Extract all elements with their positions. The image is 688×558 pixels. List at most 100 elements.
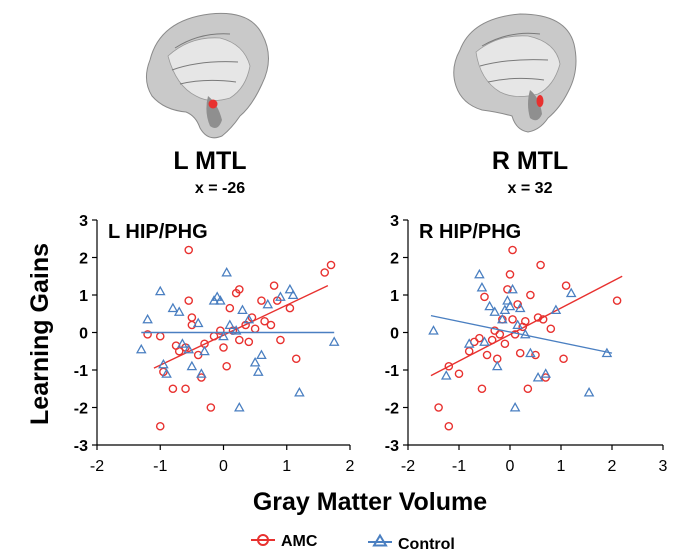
amc-point <box>184 296 194 305</box>
y-tick-label: 2 <box>390 251 399 268</box>
x-tick-label: 2 <box>608 458 617 475</box>
control-point <box>230 325 242 335</box>
x-tick-label: 2 <box>346 458 355 475</box>
control-point <box>252 366 264 376</box>
control-point <box>196 368 207 378</box>
left-brain-image <box>146 12 269 139</box>
amc-point <box>505 270 515 279</box>
y-tick-label: -3 <box>385 438 399 455</box>
control-point <box>583 386 595 397</box>
left-brain-title: L MTL <box>173 147 246 175</box>
amc-point <box>184 245 194 255</box>
amc-point <box>269 281 279 290</box>
amc-point <box>168 384 178 394</box>
control-point <box>507 283 518 294</box>
amc-point <box>477 384 487 394</box>
right-brain-title: R MTL <box>492 147 568 175</box>
amc-point <box>206 403 216 412</box>
amc-point <box>222 361 231 371</box>
right-brain-image <box>453 13 577 133</box>
x-tick-label: -1 <box>452 458 466 475</box>
control-point <box>512 319 523 330</box>
control-point <box>154 285 166 296</box>
amc-point <box>219 343 228 352</box>
amc-point <box>434 403 443 412</box>
y-tick-label: 1 <box>79 288 88 305</box>
amc-point <box>285 303 295 313</box>
amc-point <box>250 324 260 334</box>
amc-point <box>235 285 244 294</box>
legend-item-amc: AMC <box>251 533 318 550</box>
amc-point <box>515 348 525 358</box>
amc-point <box>187 313 197 322</box>
legend-item-control: Control <box>368 533 455 553</box>
amc-point <box>326 260 336 270</box>
amc-point <box>266 320 276 330</box>
control-point <box>243 313 255 324</box>
amc-fit-line <box>430 275 623 377</box>
amc-point <box>444 421 454 431</box>
amc-point <box>508 315 517 324</box>
left-mtl-highlight <box>208 99 218 109</box>
x-tick-label: 1 <box>282 458 291 475</box>
control-point <box>484 300 495 311</box>
control-point <box>142 313 153 324</box>
amc-point <box>225 303 235 313</box>
control-point <box>294 386 305 397</box>
control-point <box>476 281 488 292</box>
amc-point <box>454 369 464 379</box>
control-point <box>540 368 552 378</box>
panel-title: R HIP/PHG <box>419 221 521 243</box>
control-point <box>504 300 516 311</box>
y-tick-label: -1 <box>385 363 399 380</box>
amc-point <box>531 350 540 360</box>
amc-point <box>216 326 225 335</box>
amc-point <box>536 260 545 270</box>
control-fit-line <box>430 314 613 354</box>
amc-point <box>155 421 165 431</box>
right-mtl-highlight <box>536 95 544 107</box>
control-point <box>525 347 536 358</box>
x-tick-label: -2 <box>401 458 415 475</box>
control-point <box>186 360 198 371</box>
amc-point <box>612 296 622 305</box>
legend-control-label: Control <box>398 536 455 553</box>
amc-point <box>561 281 571 290</box>
amc-point <box>526 290 535 300</box>
y-tick-label: -1 <box>74 363 88 380</box>
control-point <box>489 306 501 316</box>
amc-point <box>143 330 152 339</box>
amc-point <box>495 330 505 339</box>
y-tick-label: 2 <box>79 251 88 268</box>
control-point <box>491 360 503 371</box>
control-point <box>167 302 179 313</box>
control-point <box>509 401 521 412</box>
left-brain-coord: x = -26 <box>195 180 245 197</box>
right-brain-coord: x = 32 <box>508 180 553 197</box>
control-point <box>249 356 261 367</box>
control-point <box>497 313 508 324</box>
control-point <box>284 283 296 294</box>
control-point <box>532 371 544 382</box>
control-point <box>215 295 226 305</box>
amc-point <box>475 333 484 343</box>
amc-point <box>257 296 266 305</box>
y-tick-label: 0 <box>390 326 399 343</box>
amc-point <box>523 384 533 394</box>
control-point <box>502 295 513 305</box>
control-point <box>218 330 229 341</box>
control-point <box>440 370 452 380</box>
amc-point <box>444 361 454 371</box>
amc-point <box>508 245 517 255</box>
x-axis-label: Gray Matter Volume <box>253 488 487 516</box>
amc-point <box>559 354 568 364</box>
amc-fit-line <box>153 284 329 369</box>
amc-point <box>155 331 165 341</box>
y-tick-label: 0 <box>79 326 88 343</box>
amc-point <box>291 354 301 364</box>
control-point <box>211 291 223 301</box>
control-point <box>158 358 169 369</box>
control-point <box>161 368 172 378</box>
